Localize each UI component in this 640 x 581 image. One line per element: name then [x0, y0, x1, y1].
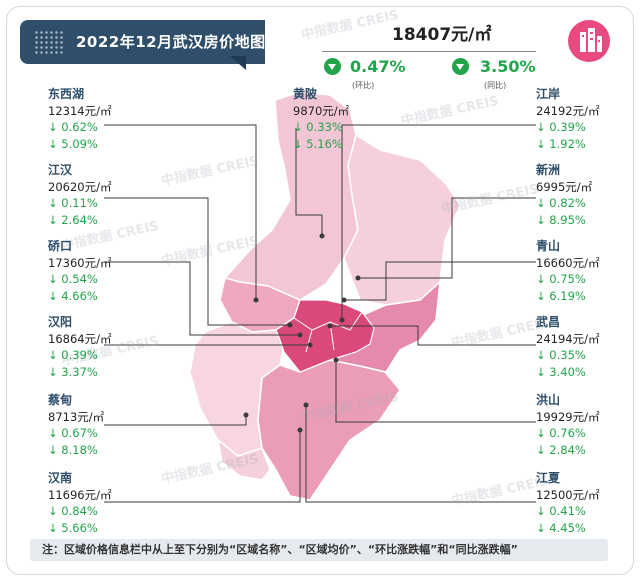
- district-hongshan: 洪山 19929元/㎡ ↓ 0.76% ↓ 2.84%: [536, 392, 599, 458]
- district-hannan: 汉南 11696元/㎡ ↓ 0.84% ↓ 5.66%: [48, 470, 111, 536]
- district-name: 汉阳: [48, 315, 73, 329]
- region-huangpi: [223, 91, 359, 301]
- footnote: 注：区域价格信息栏中从上至下分别为“区域名称”、“区域均价”、“环比涨跌幅”和“…: [30, 539, 608, 561]
- district-name: 洪山: [536, 393, 561, 407]
- yoy-change: 3.50%: [480, 57, 536, 76]
- region-jiangxia: [257, 359, 401, 501]
- dot-grid-icon: [34, 30, 64, 54]
- down-arrow-icon: [324, 58, 341, 75]
- district-name: 东西湖: [48, 87, 85, 101]
- district-mom: ↓ 0.75%: [536, 272, 586, 286]
- district-price: 17360元/㎡: [48, 255, 112, 270]
- district-name: 江夏: [536, 471, 561, 485]
- district-name: 硚口: [48, 239, 73, 253]
- district-yoy: ↓ 2.64%: [48, 212, 98, 227]
- district-yoy: ↓ 5.66%: [48, 520, 98, 535]
- district-price: 6995元/㎡: [536, 179, 593, 194]
- district-qingshan: 青山 16660元/㎡ ↓ 0.75% ↓ 6.19%: [536, 238, 599, 304]
- district-name: 黄陂: [293, 87, 318, 101]
- district-yoy: ↓ 4.45%: [536, 520, 586, 535]
- down-arrow-icon: [452, 58, 469, 75]
- district-xinzhou: 新洲 6995元/㎡ ↓ 0.82% ↓ 8.95%: [536, 162, 592, 228]
- district-mom: ↓ 0.39%: [48, 348, 98, 362]
- district-yoy: ↓ 4.66%: [48, 288, 98, 303]
- district-price: 9870元/㎡: [293, 103, 350, 118]
- district-price: 11696元/㎡: [48, 487, 112, 502]
- district-dongxihu: 东西湖 12314元/㎡ ↓ 0.62% ↓ 5.09%: [48, 86, 111, 152]
- district-mom: ↓ 0.54%: [48, 272, 98, 286]
- page-title: 2022年12月武汉房价地图: [76, 33, 266, 51]
- district-jianghan: 江汉 20620元/㎡ ↓ 0.11% ↓ 2.64%: [48, 162, 111, 228]
- district-name: 江岸: [536, 87, 561, 101]
- district-price: 12500元/㎡: [536, 487, 600, 502]
- region-hannan: [216, 438, 271, 481]
- average-price: 18407元/㎡: [392, 25, 492, 45]
- district-yoy: ↓ 8.95%: [536, 212, 586, 227]
- district-price: 19929元/㎡: [536, 409, 600, 424]
- creis-logo-icon: [568, 20, 610, 62]
- district-price: 16660元/㎡: [536, 255, 600, 270]
- district-hanyang: 汉阳 16864元/㎡ ↓ 0.39% ↓ 3.37%: [48, 314, 111, 380]
- district-mom: ↓ 0.11%: [48, 196, 98, 210]
- district-mom: ↓ 0.41%: [536, 504, 586, 518]
- district-mom: ↓ 0.35%: [536, 348, 586, 362]
- district-caidian: 蔡甸 8713元/㎡ ↓ 0.67% ↓ 8.18%: [48, 392, 104, 458]
- district-yoy: ↓ 6.19%: [536, 288, 586, 303]
- district-mom: ↓ 0.62%: [48, 120, 98, 134]
- district-price: 12314元/㎡: [48, 103, 112, 118]
- district-wuchang: 武昌 24194元/㎡ ↓ 0.35% ↓ 3.40%: [536, 314, 599, 380]
- district-price: 24194元/㎡: [536, 331, 600, 346]
- district-mom: ↓ 0.33%: [293, 120, 343, 134]
- mom-caption: (环比): [352, 81, 375, 90]
- district-qiaokou: 硚口 17360元/㎡ ↓ 0.54% ↓ 4.66%: [48, 238, 111, 304]
- district-name: 新洲: [536, 163, 561, 177]
- district-yoy: ↓ 3.40%: [536, 364, 586, 379]
- district-yoy: ↓ 5.09%: [48, 136, 98, 151]
- district-price: 20620元/㎡: [48, 179, 112, 194]
- district-price: 8713元/㎡: [48, 409, 105, 424]
- district-jiangan: 江岸 24192元/㎡ ↓ 0.39% ↓ 1.92%: [536, 86, 599, 152]
- district-price: 24192元/㎡: [536, 103, 600, 118]
- district-mom: ↓ 0.76%: [536, 426, 586, 440]
- district-mom: ↓ 0.39%: [536, 120, 586, 134]
- district-price: 16864元/㎡: [48, 331, 112, 346]
- district-yoy: ↓ 2.84%: [536, 442, 586, 457]
- district-yoy: ↓ 5.16%: [293, 136, 343, 151]
- district-mom: ↓ 0.67%: [48, 426, 98, 440]
- district-name: 青山: [536, 239, 561, 253]
- region-core: [275, 299, 375, 373]
- district-name: 汉南: [48, 471, 73, 485]
- mom-change: 0.47%: [350, 57, 406, 76]
- district-huangpi: 黄陂 9870元/㎡ ↓ 0.33% ↓ 5.16%: [293, 86, 349, 152]
- district-yoy: ↓ 3.37%: [48, 364, 98, 379]
- district-yoy: ↓ 8.18%: [48, 442, 98, 457]
- district-mom: ↓ 0.84%: [48, 504, 98, 518]
- district-jiangxia: 江夏 12500元/㎡ ↓ 0.41% ↓ 4.45%: [536, 470, 599, 536]
- district-mom: ↓ 0.82%: [536, 196, 586, 210]
- divider: [322, 51, 536, 52]
- district-yoy: ↓ 1.92%: [536, 136, 586, 151]
- district-name: 江汉: [48, 163, 73, 177]
- district-name: 武昌: [536, 315, 561, 329]
- title-notch: [230, 56, 246, 70]
- yoy-caption: (同比): [484, 81, 507, 90]
- region-xinzhou: [343, 133, 461, 306]
- district-name: 蔡甸: [48, 393, 73, 407]
